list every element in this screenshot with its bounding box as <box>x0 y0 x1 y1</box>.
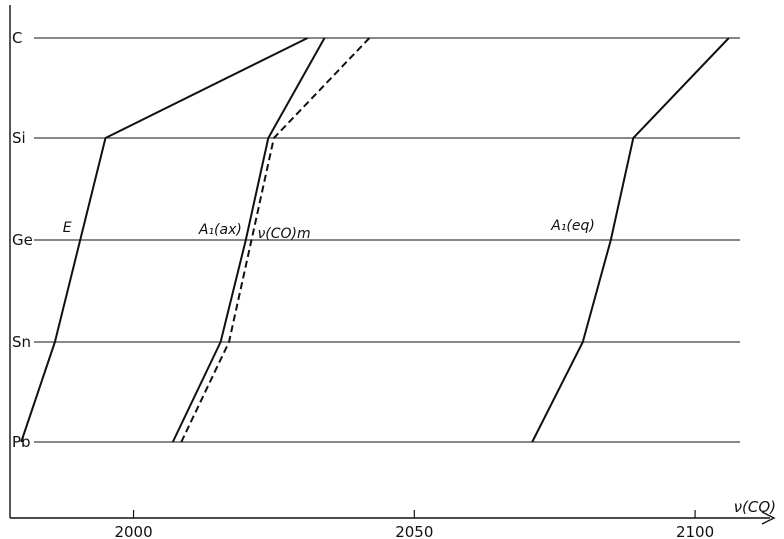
axes <box>9 5 776 525</box>
row-label-ge: Ge <box>12 231 33 249</box>
series-line-2 <box>180 37 371 443</box>
series-label-0: E <box>63 220 72 236</box>
series-labels: E A₁(ax) ν(CO)m A₁(eq) <box>63 218 595 242</box>
x-axis-arrow-icon <box>761 511 776 525</box>
series-line-1 <box>171 37 326 443</box>
row-label-c: C <box>12 29 22 47</box>
row-label-si: Si <box>12 129 26 147</box>
row-label-sn: Sn <box>12 333 31 351</box>
series-line-0 <box>20 37 309 443</box>
x-tick-label-2000: 2000 <box>114 523 152 539</box>
series-label-3: A₁(eq) <box>550 218 595 234</box>
series-label-1: A₁(ax) <box>198 222 242 238</box>
x-axis-title: ν(CO) <box>734 498 776 516</box>
series-group <box>20 37 730 443</box>
x-tick-label-2100: 2100 <box>676 523 714 539</box>
series-line-3 <box>531 37 730 443</box>
x-tick-label-2050: 2050 <box>395 523 433 539</box>
x-ticks: 2000 2050 2100 <box>114 510 714 539</box>
series-label-2: ν(CO)m <box>257 226 310 242</box>
